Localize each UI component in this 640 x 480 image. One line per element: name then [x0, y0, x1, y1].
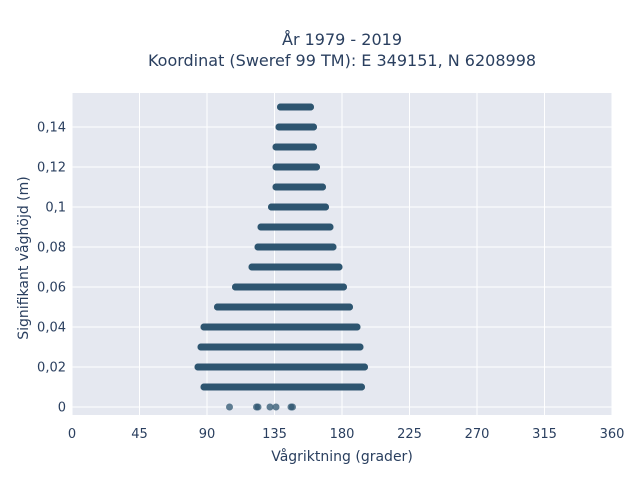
scatter-band: [277, 103, 314, 111]
scatter-point: [329, 243, 337, 251]
scatter-point: [200, 383, 208, 391]
chart-title-line1: År 1979 - 2019: [282, 30, 402, 49]
scatter-point: [310, 123, 317, 131]
y-tick-label: 0,12: [37, 161, 66, 176]
x-tick-label: 0: [68, 427, 76, 442]
scatter-point: [340, 283, 347, 291]
x-axis-title: Vågriktning (grader): [271, 448, 413, 465]
y-tick-label: 0: [58, 401, 66, 416]
scatter-point: [326, 223, 334, 231]
scatter-band: [200, 323, 361, 331]
scatter-point: [358, 383, 365, 391]
x-tick-label: 180: [330, 427, 355, 442]
x-tick-label: 45: [131, 427, 148, 442]
x-tick-label: 225: [397, 427, 422, 442]
scatter-point: [356, 343, 364, 351]
scatter-band: [272, 163, 320, 171]
scatter-point: [214, 303, 221, 311]
data-marks: [194, 103, 368, 411]
scatter-point: [272, 183, 280, 191]
scatter-band: [257, 223, 334, 231]
x-tick-label: 360: [600, 427, 625, 442]
scatter-point: [272, 163, 280, 171]
scatter-band: [214, 303, 353, 311]
scatter-band: [194, 363, 368, 371]
y-axis-title: Signifikant våghöjd (m): [15, 176, 32, 339]
scatter-point: [266, 403, 274, 411]
scatter-point: [194, 363, 202, 371]
scatter-point: [310, 143, 317, 151]
scatter-point: [313, 163, 320, 171]
chart-title-line2: Koordinat (Sweref 99 TM): E 349151, N 62…: [148, 51, 536, 70]
scatter-band: [268, 203, 329, 211]
y-tick-label: 0,04: [37, 321, 66, 336]
scatter-point: [319, 183, 326, 191]
x-axis-ticks: 0 45 90 135 180 225 270 315 360: [68, 427, 625, 442]
scatter-point: [277, 103, 284, 111]
scatter-point: [197, 343, 205, 351]
scatter-point: [254, 403, 262, 411]
scatter-point: [200, 323, 208, 331]
scatter-band: [248, 263, 343, 271]
y-tick-label: 0,14: [37, 121, 66, 136]
scatter-point: [248, 263, 256, 271]
scatter-point: [346, 303, 353, 311]
scatter-point: [232, 283, 239, 291]
y-tick-label: 0,1: [45, 201, 66, 216]
scatter-band: [272, 183, 326, 191]
x-tick-label: 315: [532, 427, 557, 442]
scatter-point: [254, 243, 262, 251]
scatter-band: [200, 383, 365, 391]
x-tick-label: 135: [262, 427, 287, 442]
scatter-band: [232, 283, 347, 291]
y-tick-label: 0,02: [37, 361, 66, 376]
scatter-point: [226, 403, 233, 411]
y-tick-label: 0,06: [37, 281, 66, 296]
scatter-band: [275, 123, 317, 131]
scatter-band: [272, 143, 317, 151]
scatter-band: [254, 243, 337, 251]
scatter-point: [257, 223, 265, 231]
scatter-point: [289, 403, 296, 411]
y-axis-ticks: 0 0,02 0,04 0,06 0,08 0,1 0,12 0,14: [37, 121, 66, 416]
scatter-point: [272, 143, 280, 151]
scatter-point: [361, 363, 368, 371]
scatter-point: [275, 123, 283, 131]
scatter-point: [268, 203, 275, 211]
scatter-point: [353, 323, 361, 331]
y-tick-label: 0,08: [37, 241, 66, 256]
scatter-point: [307, 103, 314, 111]
x-tick-label: 90: [199, 427, 216, 442]
x-tick-label: 270: [465, 427, 490, 442]
scatter-band: [197, 343, 364, 351]
scatter-point: [335, 263, 343, 271]
scatter-point: [272, 403, 280, 411]
scatter-point: [322, 203, 329, 211]
